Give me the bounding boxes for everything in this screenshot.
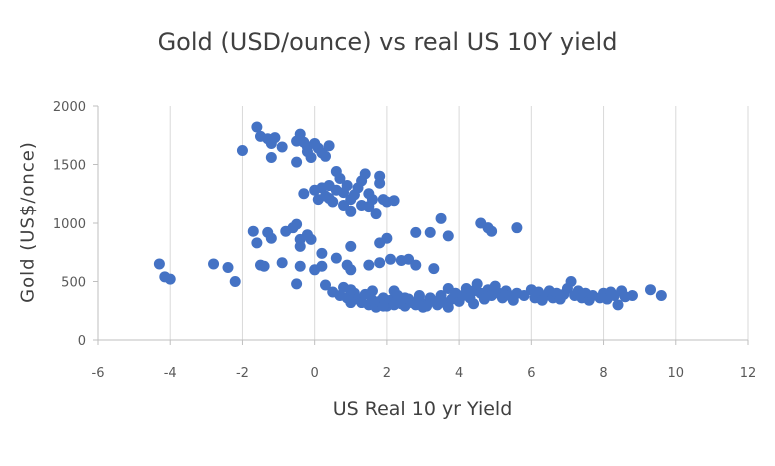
data-point <box>424 226 436 238</box>
data-point <box>291 156 303 168</box>
data-point <box>410 226 422 238</box>
data-point <box>356 199 368 211</box>
data-point <box>341 180 353 192</box>
x-tick-label: 6 <box>527 366 535 381</box>
data-point <box>399 292 411 304</box>
data-point <box>251 121 263 133</box>
y-tick-label: 1000 <box>53 217 86 232</box>
data-point <box>565 276 577 287</box>
data-point <box>338 281 350 293</box>
data-point <box>385 253 396 265</box>
data-point <box>291 278 303 290</box>
y-tick-label: 0 <box>78 334 86 349</box>
data-point <box>222 261 234 273</box>
data-point <box>323 192 335 204</box>
data-point <box>208 258 220 270</box>
data-point <box>363 259 375 271</box>
x-tick-label: 10 <box>668 366 685 381</box>
data-point <box>265 232 277 244</box>
data-point <box>247 225 259 237</box>
data-point <box>468 298 480 310</box>
data-point <box>374 170 386 182</box>
data-point <box>381 232 393 244</box>
data-point <box>428 263 440 275</box>
data-point <box>435 212 447 224</box>
data-point <box>345 297 357 309</box>
data-point <box>153 258 165 270</box>
x-tick-label: -6 <box>92 366 105 381</box>
data-point <box>388 195 400 207</box>
data-point <box>655 290 667 302</box>
data-point <box>345 264 357 276</box>
x-tick-label: 12 <box>740 366 757 381</box>
x-tick-label: 2 <box>383 366 391 381</box>
data-point <box>338 199 350 211</box>
data-point <box>366 285 378 297</box>
data-point <box>330 252 342 264</box>
data-point <box>294 240 306 252</box>
data-point <box>374 257 386 269</box>
data-point <box>298 188 310 200</box>
data-point <box>291 218 303 230</box>
data-point <box>309 137 321 149</box>
data-point <box>442 301 454 313</box>
data-point <box>236 144 248 156</box>
data-point <box>417 301 429 313</box>
x-axis-label: US Real 10 yr Yield <box>332 398 513 420</box>
data-point <box>370 208 382 220</box>
data-point <box>251 237 263 249</box>
data-point <box>442 230 454 242</box>
data-point <box>388 285 400 297</box>
data-point <box>486 225 498 237</box>
data-point <box>301 146 313 158</box>
data-point <box>305 233 317 245</box>
data-point <box>258 260 270 272</box>
chart-title: Gold (USD/ounce) vs real US 10Y yield <box>157 28 618 56</box>
y-tick-label: 2000 <box>53 100 86 115</box>
data-point <box>316 260 328 272</box>
x-tick-label: -2 <box>236 366 249 381</box>
data-point <box>323 140 335 152</box>
data-point <box>413 290 425 302</box>
data-point <box>276 257 288 269</box>
data-point <box>626 290 638 302</box>
x-tick-label: 4 <box>455 366 463 381</box>
data-point <box>229 276 241 287</box>
data-point <box>410 259 422 271</box>
data-point <box>276 141 288 153</box>
data-point <box>269 132 281 144</box>
x-tick-label: 8 <box>599 366 607 381</box>
data-point <box>316 247 328 259</box>
data-point <box>294 128 306 140</box>
x-tick-label: 0 <box>311 366 319 381</box>
y-tick-label: 1500 <box>53 159 86 174</box>
data-point <box>442 283 454 295</box>
data-point <box>511 222 523 234</box>
data-point <box>320 150 331 162</box>
data-point <box>345 240 357 252</box>
data-point <box>471 278 483 290</box>
data-point <box>320 279 331 291</box>
data-point <box>294 260 306 272</box>
data-point <box>265 151 277 163</box>
data-point <box>645 284 656 296</box>
data-point <box>612 299 624 311</box>
x-tick-label: -4 <box>164 366 177 381</box>
y-tick-label: 500 <box>61 276 86 291</box>
data-point <box>164 273 176 285</box>
data-point <box>359 168 371 180</box>
data-point <box>366 194 378 206</box>
data-point <box>377 300 389 312</box>
data-point <box>334 173 346 185</box>
